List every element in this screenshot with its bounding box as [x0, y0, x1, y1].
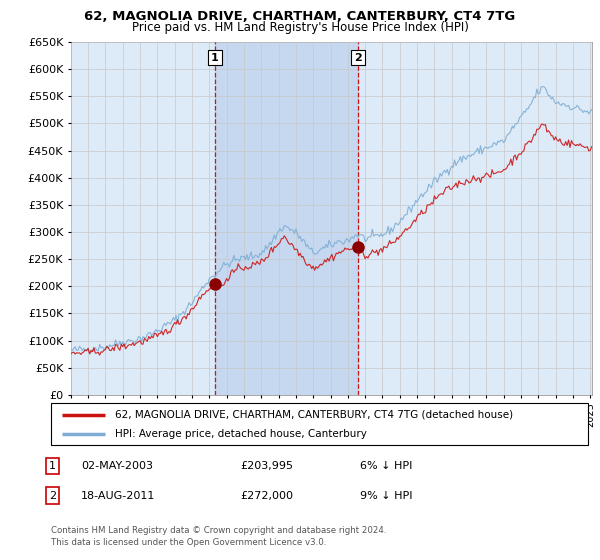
Text: £272,000: £272,000	[240, 491, 293, 501]
FancyBboxPatch shape	[51, 403, 588, 445]
Text: 1: 1	[211, 53, 219, 63]
Text: 62, MAGNOLIA DRIVE, CHARTHAM, CANTERBURY, CT4 7TG (detached house): 62, MAGNOLIA DRIVE, CHARTHAM, CANTERBURY…	[115, 410, 514, 420]
Text: This data is licensed under the Open Government Licence v3.0.: This data is licensed under the Open Gov…	[51, 538, 326, 547]
Text: 2: 2	[49, 491, 56, 501]
Text: 6% ↓ HPI: 6% ↓ HPI	[360, 461, 412, 471]
Text: 18-AUG-2011: 18-AUG-2011	[81, 491, 155, 501]
Bar	[215, 42, 358, 395]
Text: 62, MAGNOLIA DRIVE, CHARTHAM, CANTERBURY, CT4 7TG: 62, MAGNOLIA DRIVE, CHARTHAM, CANTERBURY…	[85, 10, 515, 23]
Text: £203,995: £203,995	[240, 461, 293, 471]
Text: HPI: Average price, detached house, Canterbury: HPI: Average price, detached house, Cant…	[115, 429, 367, 439]
Text: Price paid vs. HM Land Registry's House Price Index (HPI): Price paid vs. HM Land Registry's House …	[131, 21, 469, 34]
Text: Contains HM Land Registry data © Crown copyright and database right 2024.: Contains HM Land Registry data © Crown c…	[51, 526, 386, 535]
Text: 02-MAY-2003: 02-MAY-2003	[81, 461, 153, 471]
Text: 1: 1	[49, 461, 56, 471]
Text: 9% ↓ HPI: 9% ↓ HPI	[360, 491, 413, 501]
Text: 2: 2	[354, 53, 362, 63]
